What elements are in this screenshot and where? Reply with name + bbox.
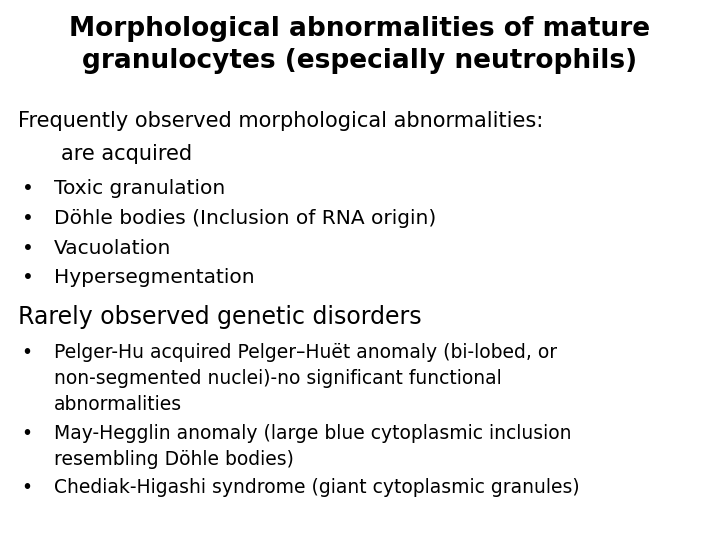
- Text: Toxic granulation: Toxic granulation: [54, 179, 225, 198]
- Text: •: •: [22, 179, 33, 198]
- Text: non-segmented nuclei)-no significant functional: non-segmented nuclei)-no significant fun…: [54, 369, 502, 388]
- Text: Hypersegmentation: Hypersegmentation: [54, 268, 255, 287]
- Text: Morphological abnormalities of mature
granulocytes (especially neutrophils): Morphological abnormalities of mature gr…: [69, 16, 651, 74]
- Text: •: •: [22, 343, 32, 362]
- Text: Döhle bodies (Inclusion of RNA origin): Döhle bodies (Inclusion of RNA origin): [54, 209, 436, 228]
- Text: Pelger-Hu acquired Pelger–Huët anomaly (bi-lobed, or: Pelger-Hu acquired Pelger–Huët anomaly (…: [54, 343, 557, 362]
- Text: are acquired: are acquired: [61, 144, 192, 164]
- Text: abnormalities: abnormalities: [54, 395, 182, 414]
- Text: •: •: [22, 478, 32, 497]
- Text: Vacuolation: Vacuolation: [54, 239, 171, 258]
- Text: •: •: [22, 239, 33, 258]
- Text: resembling Döhle bodies): resembling Döhle bodies): [54, 450, 294, 469]
- Text: •: •: [22, 424, 32, 443]
- Text: Rarely observed genetic disorders: Rarely observed genetic disorders: [18, 305, 422, 328]
- Text: Chediak-Higashi syndrome (giant cytoplasmic granules): Chediak-Higashi syndrome (giant cytoplas…: [54, 478, 580, 497]
- Text: Frequently observed morphological abnormalities:: Frequently observed morphological abnorm…: [18, 111, 544, 131]
- Text: •: •: [22, 268, 33, 287]
- Text: •: •: [22, 209, 33, 228]
- Text: May-Hegglin anomaly (large blue cytoplasmic inclusion: May-Hegglin anomaly (large blue cytoplas…: [54, 424, 572, 443]
